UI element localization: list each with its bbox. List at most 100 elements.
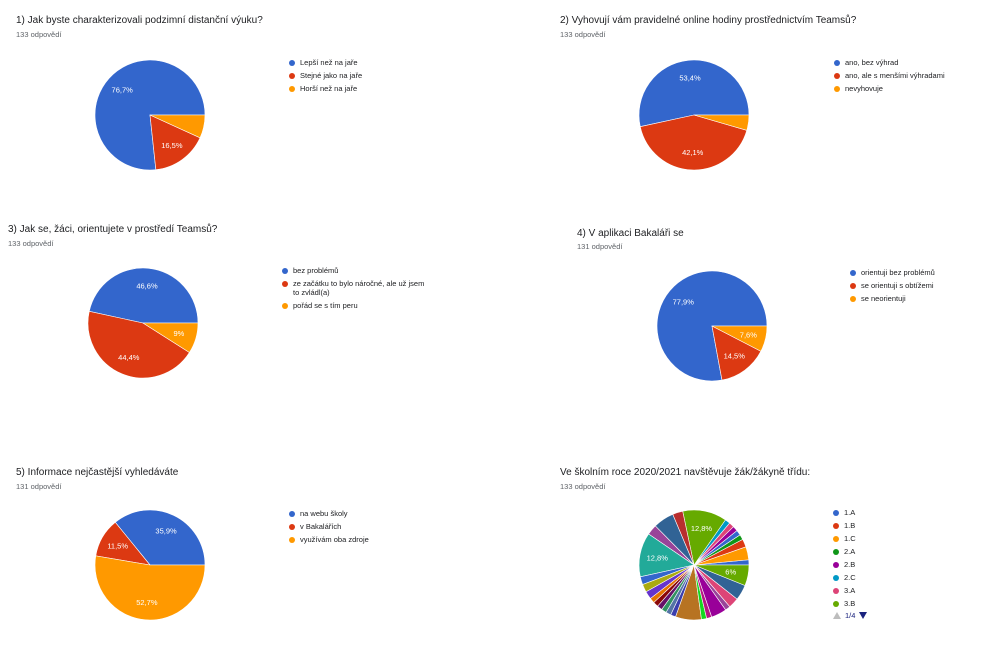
slice-label: 16,5% <box>161 141 183 150</box>
legend-item: 2.B <box>833 560 856 569</box>
legend-item: Horší než na jaře <box>289 84 362 93</box>
pie-slice <box>94 555 206 621</box>
legend-label: 3.A <box>844 586 856 595</box>
legend-label: 1.A <box>844 508 856 517</box>
legend: bez problémů ze začátku to bylo náročné, … <box>282 266 424 314</box>
legend-label: bez problémů <box>293 266 339 275</box>
slice-label: 6% <box>725 568 736 577</box>
slice-label: 46,6% <box>136 281 158 290</box>
pie-chart: 77,9% 14,5% 7,6% <box>656 270 768 382</box>
chart-title: 4) V aplikaci Bakaláři se <box>577 228 684 239</box>
legend-swatch <box>834 72 840 79</box>
legend-swatch <box>834 59 840 66</box>
legend-label: v Bakalářích <box>300 522 342 531</box>
legend-item: nevyhovuje <box>834 84 945 93</box>
legend-label: orientuji bez problémů <box>861 268 935 277</box>
pie-slice <box>638 59 750 128</box>
pie-slice <box>87 310 190 379</box>
legend-item: se neorientuji <box>850 294 935 303</box>
legend-label: se neorientuji <box>861 294 906 303</box>
pie-slice <box>141 322 199 353</box>
slice-label: 53,4% <box>679 73 701 82</box>
pie-slice <box>149 114 206 139</box>
legend-label: využívám oba zdroje <box>300 535 369 544</box>
legend-label: Lepší než na jaře <box>300 58 358 67</box>
legend-swatch <box>850 295 856 302</box>
pie-slice <box>711 325 768 352</box>
legend-swatch <box>289 85 295 92</box>
legend-item: 2.A <box>833 547 856 556</box>
next-page-icon[interactable] <box>859 612 868 619</box>
slice-label: 9% <box>173 329 184 338</box>
legend-item: ze začátku to bylo náročné, ale už jsem t… <box>282 279 424 297</box>
pie-slice <box>114 509 206 566</box>
pie-slice <box>693 564 750 586</box>
legend-swatch <box>833 535 839 542</box>
legend-item: 3.A <box>833 586 856 595</box>
legend-item: ano, bez výhrad <box>834 58 945 67</box>
legend-item: 1.B <box>833 521 856 530</box>
legend: ano, bez výhrad ano, ale s menšími výhrad… <box>834 58 945 97</box>
response-count: 133 odpovědí <box>560 482 606 491</box>
legend-label: nevyhovuje <box>845 84 883 93</box>
chart-title: 5) Informace nejčastější vyhledáváte <box>16 467 179 478</box>
legend-swatch <box>833 548 839 555</box>
chart-title: 3) Jak se, žáci, orientujete v prostředí… <box>8 224 218 235</box>
legend-label: 1.B <box>844 521 856 530</box>
legend-swatch <box>850 282 856 289</box>
chart-title: Ve školním roce 2020/2021 navštěvuje žák… <box>560 467 811 478</box>
legend-item: 1.C <box>833 534 856 543</box>
legend-swatch <box>282 267 288 274</box>
legend-label: 2.B <box>844 560 856 569</box>
legend-swatch <box>289 510 295 517</box>
legend-swatch <box>833 522 839 529</box>
slice-label: 11,5% <box>107 542 128 551</box>
legend-item: orientuji bez problémů <box>850 268 935 277</box>
legend-swatch <box>282 302 288 309</box>
previous-page-icon[interactable] <box>833 612 841 619</box>
legend-item: Lepší než na jaře <box>289 58 362 67</box>
response-count: 133 odpovědí <box>8 239 54 248</box>
legend-item: na webu školy <box>289 509 369 518</box>
slice-label: 14,5% <box>724 352 746 361</box>
legend-label: ze začátku to bylo náročné, ale už jsem t… <box>293 279 425 297</box>
slice-label: 52,7% <box>136 598 158 607</box>
legend-pager: 1/4 <box>833 611 868 620</box>
legend-swatch <box>289 523 295 530</box>
response-count: 133 odpovědí <box>560 30 606 39</box>
legend-label: Stejné jako na jaře <box>300 71 363 80</box>
legend-page-number: 1/4 <box>845 611 856 620</box>
response-count: 133 odpovědí <box>16 30 62 39</box>
legend-swatch <box>833 574 839 581</box>
legend-label: na webu školy <box>300 509 348 518</box>
legend-label: Horší než na jaře <box>300 84 358 93</box>
pie-slice <box>693 114 750 131</box>
legend-swatch <box>834 85 840 92</box>
pie-slice <box>88 267 199 324</box>
legend-label: pořád se s tím peru <box>293 301 358 310</box>
slice-label: 44,4% <box>118 353 140 362</box>
pie-chart: 35,9% 11,5% 52,7% <box>94 509 206 621</box>
legend-item: bez problémů <box>282 266 424 275</box>
pie-slice <box>149 114 201 171</box>
legend-swatch <box>833 587 839 594</box>
legend-swatch <box>833 509 839 516</box>
slice-label: 7,6% <box>740 330 757 339</box>
slice-label: 12,8% <box>647 553 669 562</box>
slice-label: 35,9% <box>155 527 177 536</box>
legend-label: 3.B <box>844 599 856 608</box>
legend-swatch <box>289 536 295 543</box>
legend: 1.A 1.B 1.C 2.A 2.B 2.C 3.A 3.B <box>833 508 856 612</box>
legend-item: Stejné jako na jaře <box>289 71 362 80</box>
legend-label: ano, bez výhrad <box>845 58 899 67</box>
legend-item: ano, ale s menšími výhradami <box>834 71 945 80</box>
chart-title: 2) Vyhovují vám pravidelné online hodiny… <box>560 15 857 26</box>
response-count: 131 odpovědí <box>577 242 623 251</box>
legend-swatch <box>850 269 856 276</box>
pie-chart: 53,4% 42,1% <box>638 59 750 171</box>
legend-swatch <box>833 561 839 568</box>
pie-chart: 46,6% 44,4% 9% <box>87 267 199 379</box>
legend: na webu školy v Bakalářích využívám oba zd… <box>289 509 369 548</box>
legend-swatch <box>282 280 288 287</box>
legend-label: 2.C <box>844 573 856 582</box>
